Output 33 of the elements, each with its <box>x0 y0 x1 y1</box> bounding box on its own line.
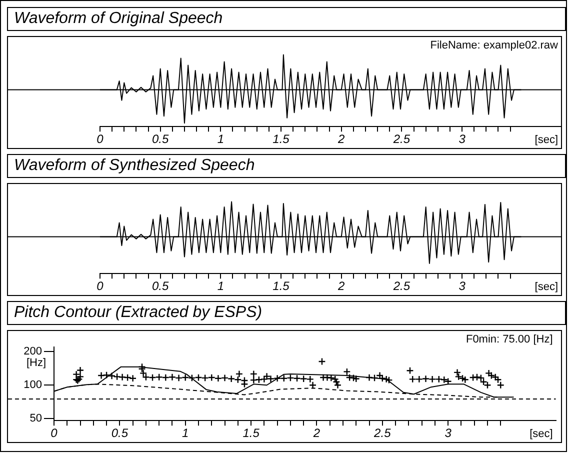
y-axis-title: [Hz] <box>26 357 46 370</box>
x-axis-title: [sec] <box>530 428 553 440</box>
x-tick-label: 2.5 <box>392 132 410 146</box>
x-tick-label: 0 <box>50 426 58 440</box>
x-tick-label: 3 <box>458 132 466 146</box>
x-tick-label: 1.5 <box>242 426 260 440</box>
x-axis-title: [sec] <box>534 134 558 146</box>
chart-title: Waveform of Synthesized Speech <box>7 154 566 178</box>
x-tick-label: 1 <box>217 132 224 146</box>
x-tick-label: 1.5 <box>272 132 290 146</box>
x-tick-label: 0 <box>96 279 104 294</box>
x-tick-label: 0.5 <box>152 132 170 146</box>
x-tick-label: 0.5 <box>111 426 128 440</box>
ref-line-label: F0min: 75.00 [Hz] <box>466 334 553 346</box>
chart-title: Waveform of Original Speech <box>7 7 566 31</box>
text: FileName: example02.raw <box>430 40 558 52</box>
x-tick-label: 3 <box>444 426 452 440</box>
y-tick-label: 50 <box>30 412 42 425</box>
x-tick-label: 2.5 <box>373 426 392 440</box>
y-tick-label: 100 <box>24 379 42 392</box>
x-tick-label: 2 <box>337 132 346 146</box>
x-tick-label: 2 <box>337 279 346 294</box>
x-tick-label: 1 <box>217 279 224 294</box>
x-tick-label: 3 <box>458 279 466 294</box>
x-tick-label: 0.5 <box>152 279 170 294</box>
x-tick-label: 2.5 <box>392 279 410 294</box>
x-tick-label: 1 <box>182 426 189 440</box>
x-tick-label: 2 <box>312 426 320 440</box>
x-tick-label: 0 <box>96 132 104 146</box>
x-axis-title: [sec] <box>534 281 558 294</box>
x-tick-label: 1.5 <box>272 279 290 294</box>
y-tick-label: 200 <box>24 346 42 358</box>
chart-title: Pitch Contour (Extracted by ESPS) <box>7 301 566 325</box>
